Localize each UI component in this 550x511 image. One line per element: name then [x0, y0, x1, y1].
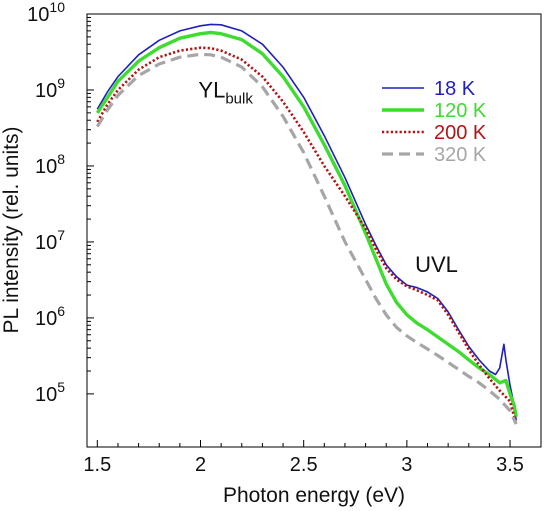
- y-tick-label: 109: [35, 75, 65, 102]
- plot-area-frame: [86, 13, 542, 448]
- series-layer: [95, 23, 518, 425]
- y-tick-label: 1010: [27, 0, 65, 26]
- x-tick-label: 3.5: [496, 454, 524, 476]
- legend-label: 200 K: [434, 122, 487, 144]
- series-line-200-k: [96, 46, 518, 425]
- x-tick-label: 2: [195, 454, 206, 476]
- y-tick-label: 107: [35, 227, 65, 254]
- series-line-320-k: [95, 52, 518, 425]
- series-line-18-k: [96, 23, 517, 421]
- x-tick-label: 1.5: [83, 454, 111, 476]
- legend-label: 320 K: [434, 144, 487, 166]
- annotation-uvl: UVL: [415, 252, 458, 277]
- annotation-layer: YLbulk UVL: [198, 77, 457, 277]
- y-tick-label: 105: [35, 379, 65, 406]
- series-line-120-k: [95, 30, 518, 418]
- tick-layer: 1.5 2 2.5 3 3.5 105 106 107 108 109 1010: [27, 0, 524, 476]
- legend-label: 18 K: [434, 78, 476, 100]
- x-axis-title: Photon energy (eV): [223, 484, 405, 507]
- x-tick-label: 2.5: [290, 454, 318, 476]
- y-axis-title: PL intensity (rel. units): [0, 127, 23, 334]
- y-tick-label: 106: [35, 303, 65, 330]
- legend-label: 120 K: [434, 100, 487, 122]
- y-tick-label: 108: [35, 151, 65, 178]
- x-tick-label: 3: [401, 454, 412, 476]
- annotation-yl: YLbulk: [198, 77, 253, 107]
